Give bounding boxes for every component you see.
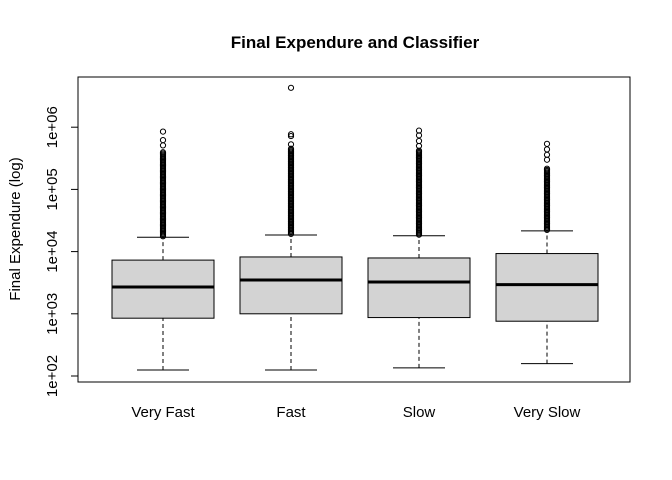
outlier-point bbox=[543, 165, 551, 172]
x-tick-label: Very Fast bbox=[131, 404, 195, 421]
outlier-point bbox=[543, 151, 551, 158]
box-group bbox=[111, 128, 215, 371]
boxes-layer bbox=[111, 84, 599, 371]
outlier-point bbox=[287, 145, 295, 152]
box-iqr bbox=[111, 259, 215, 319]
outlier-point bbox=[159, 142, 167, 149]
outlier-point bbox=[287, 84, 295, 91]
box-group bbox=[367, 127, 471, 369]
y-axis: 1e+02 1e+03 1e+04 1e+05 1e+06 bbox=[44, 106, 79, 397]
outlier-point bbox=[415, 137, 423, 145]
outlier-point bbox=[287, 131, 295, 138]
x-tick-label: Very Slow bbox=[514, 404, 581, 421]
outlier-point bbox=[159, 137, 167, 144]
box-iqr bbox=[239, 256, 343, 315]
outlier-point bbox=[415, 132, 423, 139]
outlier-point bbox=[159, 149, 167, 156]
outlier-point bbox=[287, 141, 295, 148]
outlier-point bbox=[543, 146, 551, 153]
outlier-point bbox=[543, 140, 551, 147]
x-tick-label: Slow bbox=[403, 404, 436, 421]
outlier-point bbox=[543, 156, 551, 163]
outlier-point bbox=[287, 132, 295, 140]
chart-title: Final Expendure and Classifier bbox=[231, 33, 480, 52]
y-tick-label: 1e+02 bbox=[44, 355, 61, 397]
y-tick-label: 1e+03 bbox=[44, 293, 61, 335]
box-iqr bbox=[367, 257, 471, 319]
y-tick-label: 1e+04 bbox=[44, 231, 61, 273]
box-group bbox=[239, 84, 343, 371]
y-axis-label: Final Expendure (log) bbox=[7, 157, 24, 300]
y-tick-label: 1e+05 bbox=[44, 168, 61, 210]
outlier-point bbox=[159, 128, 167, 135]
x-tick-label: Fast bbox=[276, 404, 306, 421]
box-iqr bbox=[495, 253, 599, 322]
y-tick-label: 1e+06 bbox=[44, 106, 61, 148]
box-group bbox=[495, 140, 599, 365]
x-axis: Very Fast Fast Slow Very Slow bbox=[131, 404, 580, 421]
outlier-point bbox=[415, 127, 423, 134]
